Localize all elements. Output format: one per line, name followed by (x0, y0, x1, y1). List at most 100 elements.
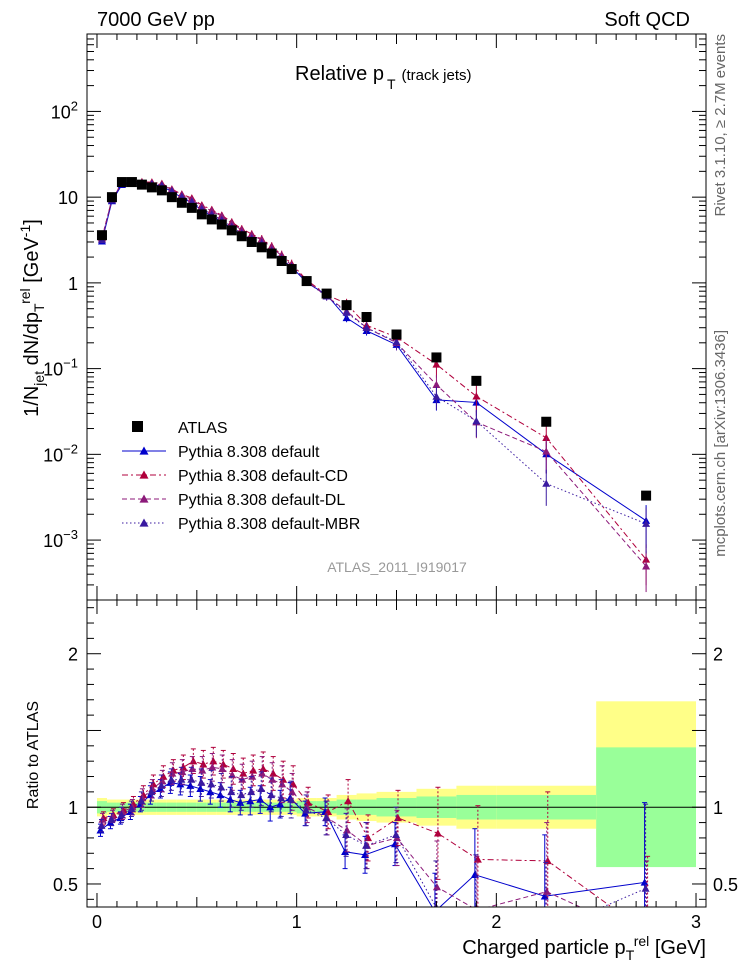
atlas-data-point (226, 225, 237, 236)
atlas-data-point (136, 179, 147, 190)
ratio-marker-mbr (197, 778, 206, 786)
plot-title-sub: T (387, 76, 396, 92)
ratio-y-tick-label-right: 2 (713, 645, 723, 665)
ratio-marker-mbr (227, 787, 236, 796)
x-tick-label: 1 (292, 912, 302, 932)
ratio-marker-default (226, 795, 235, 803)
marker-mbr (472, 417, 481, 425)
ratio-y-tick-label: 0.5 (53, 875, 78, 895)
atlas-data-point (126, 177, 137, 188)
atlas-data-point (176, 197, 187, 208)
atlas-data-point (246, 236, 257, 247)
ratio-marker-dl (432, 883, 441, 891)
y-tick-exponent: −2 (63, 441, 78, 456)
legend-entry: ATLAS (178, 420, 228, 437)
ratio-marker-mbr (177, 775, 186, 783)
ratio-marker-mbr (302, 806, 311, 814)
ratio-marker-mbr (137, 797, 146, 805)
legend: ATLAS Pythia 8.308 default Pythia 8.308 de… (122, 420, 360, 533)
legend-entry: Pythia 8.308 default (178, 444, 320, 461)
ratio-marker-mbr (157, 781, 166, 789)
x-tick-label: 0 (92, 912, 102, 932)
legend-marker-default (139, 446, 149, 455)
ratio-y-tick-label-right: 0.5 (713, 875, 738, 895)
y-tick-base: 10 (51, 102, 71, 122)
ratio-marker-default (246, 797, 255, 805)
ratio-marker-mbr (127, 804, 136, 812)
legend-marker-atlas (132, 421, 143, 432)
y-tick-label: 10−2 (43, 441, 78, 465)
ratio-marker-cd (259, 764, 268, 773)
label-text: dN/dp (21, 312, 43, 371)
mcplots-label: mcplots.cern.ch [arXiv:1306.3436] (712, 330, 729, 557)
label-text: [GeV (21, 237, 43, 289)
label-text: 1/N (21, 386, 43, 417)
ratio-marker-dl (268, 775, 277, 783)
ratio-marker-cd (344, 797, 353, 805)
ratio-marker-mbr (322, 813, 331, 822)
ratio-marker-default (256, 795, 265, 803)
atlas-data-point (96, 230, 107, 241)
atlas-data-point (276, 255, 287, 266)
atlas-data-point (116, 177, 127, 188)
ratio-marker-dl (278, 780, 287, 788)
y-axis-label-ratio: Ratio to ATLAS (25, 701, 42, 809)
label-text: [GeV] (649, 937, 706, 959)
ratio-marker-dl (258, 769, 267, 777)
ratio-marker-default (206, 787, 215, 796)
label-sub: T (31, 303, 47, 312)
atlas-data-point (391, 329, 402, 340)
legend-marker-dl (139, 494, 149, 503)
atlas-data-point (236, 231, 247, 242)
legend-entry: Pythia 8.308 default-DL (178, 492, 345, 509)
ratio-marker-default (196, 784, 205, 793)
ratio-marker-dl (218, 764, 227, 773)
ratio-marker-dl (542, 887, 551, 895)
marker-dl (432, 380, 441, 388)
ratio-marker-cd (199, 760, 208, 768)
label-sup: rel (634, 933, 650, 949)
y-tick-label: 10 (58, 188, 78, 208)
ratio-marker-default (266, 803, 275, 811)
x-tick-label: 3 (691, 912, 701, 932)
ratio-marker-mbr (641, 884, 650, 892)
ratio-marker-cd (189, 757, 198, 765)
atlas-data-point (206, 214, 217, 225)
ratio-marker-dl (178, 767, 187, 776)
ratio-marker-mbr (97, 821, 106, 829)
axis-ticks (87, 33, 706, 907)
ratio-markers (96, 746, 651, 907)
ratio-marker-mbr (287, 795, 296, 803)
ratio-marker-cd (473, 855, 482, 863)
atlas-data-point (471, 375, 482, 386)
marker-mbr (432, 392, 441, 400)
marker-dl (217, 212, 226, 220)
ratio-marker-dl (198, 766, 207, 774)
ratio-marker-dl (208, 763, 217, 771)
y-tick-base: 10 (43, 445, 63, 465)
marker-mbr (542, 479, 551, 487)
marker-mbr (642, 519, 651, 527)
atlas-data-point (341, 300, 352, 311)
atlas-data-point (301, 276, 312, 287)
y-tick-label: 10−3 (43, 527, 78, 551)
y-tick-label: 102 (51, 98, 78, 122)
plot-title-extra: (track jets) (402, 67, 472, 84)
marker-cd (432, 360, 441, 368)
atlas-data-point (186, 202, 197, 213)
marker-dl (642, 562, 651, 570)
label-sub: jet (31, 371, 47, 387)
atlas-data-point (156, 185, 167, 196)
label-text: Charged particle p (462, 937, 625, 959)
ratio-marker-default (640, 878, 649, 886)
atlas-data-point (146, 182, 157, 193)
ratio-marker-default (216, 790, 225, 799)
ratio-marker-mbr (237, 790, 246, 799)
ratio-marker-mbr (117, 810, 126, 819)
marker-mbr (392, 337, 401, 346)
ratio-marker-mbr (107, 815, 116, 823)
ratio-marker-mbr (277, 794, 286, 802)
ratio-marker-mbr (217, 783, 226, 791)
ratio-marker-mbr (342, 830, 351, 839)
